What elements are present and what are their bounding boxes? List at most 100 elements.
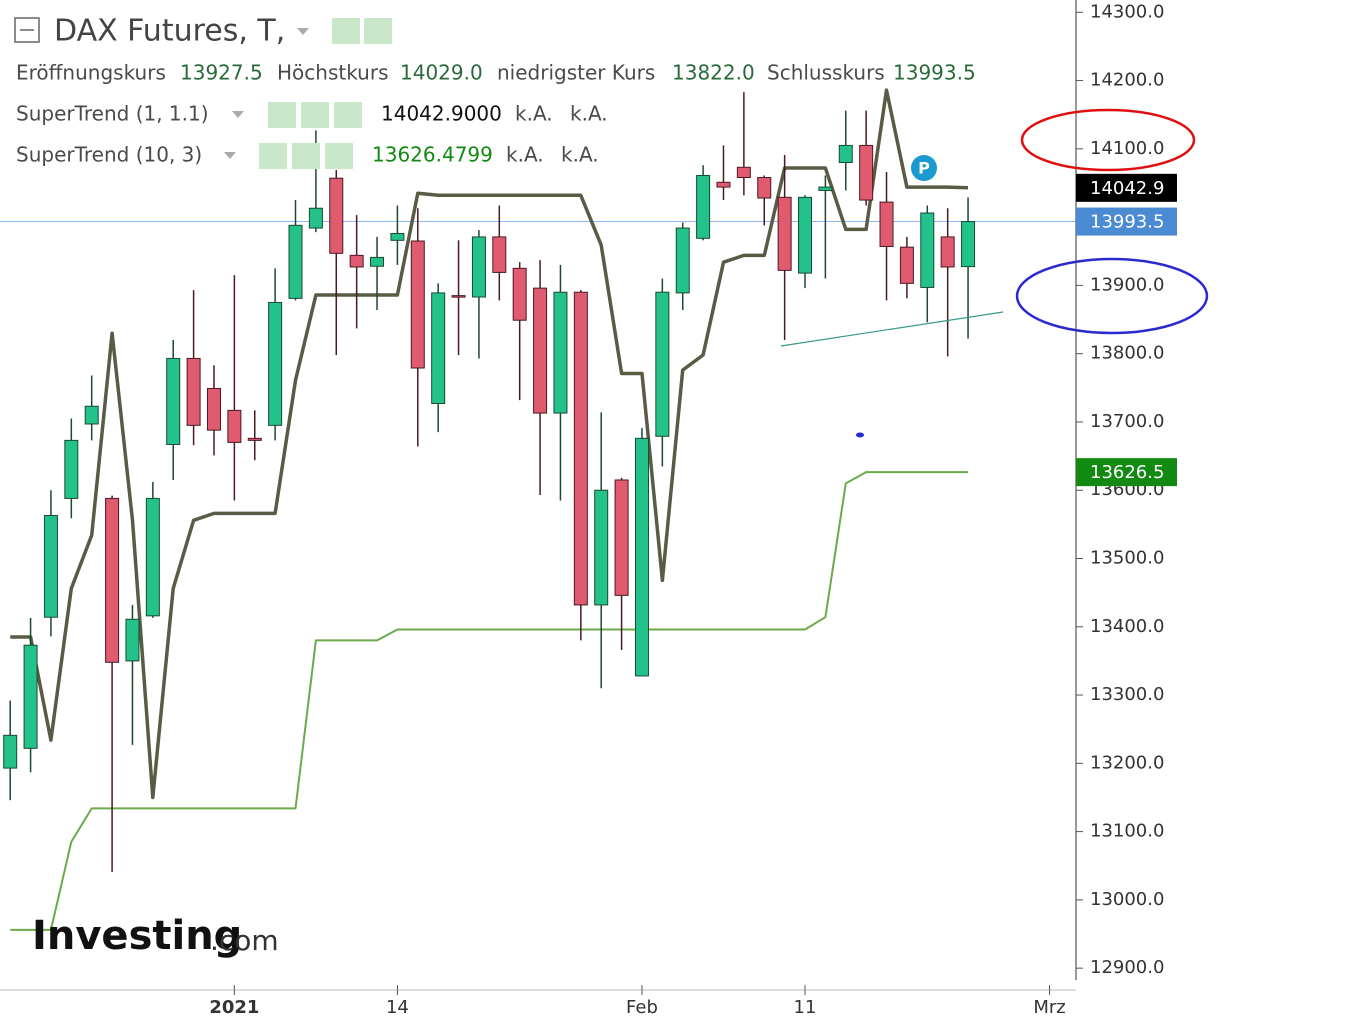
x-tick-label: Feb [626, 997, 658, 1018]
supertrend-line [10, 471, 968, 931]
candle-body [390, 233, 405, 241]
x-tick-label: Mrz [1033, 997, 1065, 1018]
candle-body [940, 236, 955, 268]
price-label-box [1076, 173, 1177, 202]
supertrend-line [10, 88, 969, 800]
eye-icon[interactable] [332, 18, 360, 44]
candle-body [655, 291, 670, 437]
candle-body [43, 514, 58, 618]
gear-icon[interactable] [364, 18, 392, 44]
na-label: k.A. [515, 102, 553, 126]
candle-body [125, 618, 140, 662]
candle-body [431, 292, 446, 405]
y-tick-label: 13700.0 [1090, 411, 1164, 432]
x-tick-label: 14 [386, 997, 409, 1018]
close-icon[interactable] [325, 143, 353, 169]
legend-entry: SuperTrend (10, 3) [16, 143, 202, 167]
ohlc-label: Schlusskurs [767, 61, 885, 85]
dropdown[interactable] [224, 152, 236, 159]
candle-body [675, 227, 690, 294]
ohlc-value: 14029.0 [400, 61, 483, 85]
x-tick-label: 11 [794, 997, 817, 1018]
y-tick-label: 13400.0 [1090, 616, 1164, 637]
ohlc-label: Eröffnungskurs [16, 61, 166, 85]
candle-body [961, 221, 976, 268]
na-label: k.A. [561, 143, 599, 167]
eye-icon[interactable] [259, 143, 287, 169]
collapse-box[interactable] [14, 17, 40, 43]
candle-body [736, 166, 751, 179]
candle-body [573, 291, 588, 606]
gear-icon[interactable] [292, 143, 320, 169]
candle-body [64, 439, 79, 499]
y-tick-label: 13900.0 [1090, 274, 1164, 295]
candle-body [757, 177, 772, 199]
candle-body [533, 287, 548, 414]
marker-label: P [918, 159, 930, 178]
candle-body [899, 246, 914, 284]
y-tick-label: 14200.0 [1090, 70, 1164, 91]
price-label-box [1076, 458, 1177, 487]
ohlc-value: 13993.5 [893, 61, 976, 85]
candle-body [492, 236, 507, 273]
trend-line [780, 311, 1004, 347]
candle-body [288, 224, 303, 299]
candle-body [696, 174, 711, 239]
candle-body [268, 301, 283, 426]
candle-body [349, 254, 364, 268]
price-label: 14042.9 [1090, 178, 1164, 199]
candle-body [166, 357, 181, 445]
y-tick-label: 13000.0 [1090, 889, 1164, 910]
candle-body [553, 291, 568, 414]
y-tick-label: 13800.0 [1090, 343, 1164, 364]
candle-body [3, 734, 18, 769]
chart-title: DAX Futures, T, [54, 14, 285, 49]
gear-icon[interactable] [301, 102, 329, 128]
legend-entry: SuperTrend (1, 1.1) [16, 102, 209, 126]
candle-body [920, 212, 935, 288]
na-label: k.A. [506, 143, 544, 167]
price-label: 13626.5 [1090, 462, 1164, 483]
candle-body [471, 236, 486, 298]
candle-body [227, 409, 242, 443]
candle-body [859, 144, 874, 201]
y-tick-label: 12900.0 [1090, 957, 1164, 978]
candle-body [329, 177, 344, 254]
marker-circle [911, 155, 937, 181]
ohlc-label: Höchstkurs [277, 61, 389, 85]
blue-ellipse [1015, 257, 1209, 335]
candle-body [838, 144, 853, 163]
legend-value: 13626.4799 [372, 143, 493, 167]
price-label-box [1076, 207, 1177, 236]
close-icon[interactable] [334, 102, 362, 128]
candle-body [23, 644, 38, 749]
watermark: Investing [32, 913, 242, 959]
y-tick-label: 14300.0 [1090, 1, 1164, 22]
candle-body [594, 489, 609, 606]
candle-body [879, 201, 894, 247]
candle-body [206, 387, 221, 431]
candle-body [716, 181, 731, 188]
eye-icon[interactable] [268, 102, 296, 128]
dropdown[interactable] [232, 111, 244, 118]
watermark: .com [210, 924, 279, 957]
ohlc-value: 13927.5 [180, 61, 263, 85]
candle-body [634, 437, 649, 677]
candle-body [798, 196, 813, 274]
ohlc-label: niedrigster Kurs [497, 61, 655, 85]
candle-body [818, 186, 833, 191]
candle-body [247, 437, 262, 441]
candle-body [186, 357, 201, 426]
dropdown[interactable] [297, 28, 309, 35]
blue-dot [856, 432, 864, 438]
price-label: 13993.5 [1090, 212, 1164, 233]
candle-body [145, 497, 160, 617]
y-tick-label: 13500.0 [1090, 547, 1164, 568]
candle-body [512, 267, 527, 321]
x-tick-label: 2021 [209, 997, 259, 1018]
candle-body [777, 196, 792, 271]
y-tick-label: 13200.0 [1090, 752, 1164, 773]
y-tick-label: 14100.0 [1090, 138, 1164, 159]
